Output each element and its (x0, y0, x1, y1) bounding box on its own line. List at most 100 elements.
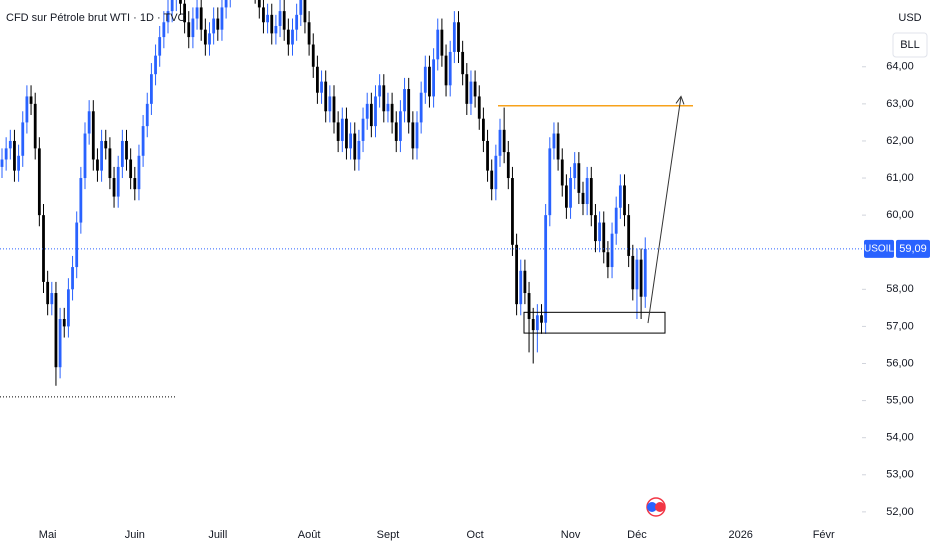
candle-body (108, 148, 112, 179)
candle-body (4, 148, 8, 160)
candle-body (33, 103, 37, 149)
y-tick-label: 53,00 (886, 469, 914, 481)
candle-body (569, 178, 572, 208)
symbol-tag (864, 239, 894, 258)
y-tick-label: 54,00 (886, 432, 914, 444)
candle-body (91, 111, 95, 160)
x-tick-label: Nov (561, 529, 581, 541)
target-arrowhead (675, 95, 685, 105)
candle-body (515, 244, 518, 305)
candle-body (577, 163, 581, 193)
candle-body (324, 81, 328, 112)
candle-body (486, 140, 489, 171)
candle-body (506, 152, 510, 179)
candle-body (565, 185, 568, 208)
candle-body (444, 55, 448, 86)
chart-title: CFD sur Pétrole brut WTI · 1D · TVC (6, 12, 186, 24)
candle-body (394, 122, 398, 141)
candle-body (556, 133, 560, 160)
candle-body (67, 289, 70, 327)
candle-body (407, 89, 411, 123)
candle-body (257, 0, 261, 8)
candle-body (145, 103, 149, 127)
candle-body (361, 118, 365, 141)
candle-body (25, 96, 29, 123)
currency[interactable]: USD (898, 12, 921, 24)
candle-body (8, 140, 12, 149)
candle-body (311, 44, 315, 67)
candle-body (179, 0, 182, 4)
candle-body (585, 178, 589, 205)
candle-body (266, 14, 269, 23)
candle-body (519, 270, 523, 305)
candle-body (457, 22, 460, 52)
candle-body (623, 185, 626, 216)
candle-body (399, 111, 402, 141)
candle-body (411, 122, 415, 149)
plot-area (0, 0, 693, 398)
candle-body (316, 66, 319, 93)
candle-body (141, 126, 145, 156)
candle-body (423, 66, 427, 93)
candle-body (13, 140, 16, 171)
candle-body (278, 11, 282, 26)
target-arrow (647, 96, 682, 324)
x-tick-label: Juin (125, 529, 145, 541)
candle-body (448, 51, 452, 86)
x-tick-label: Févr (813, 529, 835, 541)
unit[interactable]: BLL (900, 39, 920, 51)
x-tick-label: Août (298, 529, 321, 541)
candle-body (50, 293, 54, 305)
candle-body (158, 37, 162, 56)
candle-body (482, 118, 485, 141)
candle-body (436, 29, 440, 60)
candle-body (535, 315, 539, 331)
candle-body (37, 148, 41, 216)
candle-body (465, 74, 469, 104)
candle-body (62, 318, 66, 327)
candle-body (170, 0, 174, 12)
candle-body (490, 170, 494, 190)
candle-body (21, 122, 25, 156)
support-zone (523, 311, 666, 334)
candle-body (282, 11, 286, 30)
candle-body (374, 96, 377, 127)
candle-body (602, 222, 606, 253)
x-tick-label: Oct (467, 529, 484, 541)
candle-body (440, 29, 444, 56)
candle-body (125, 140, 128, 160)
candle-body (332, 96, 336, 123)
events-icon[interactable] (646, 497, 666, 517)
candle-body (353, 133, 357, 160)
candle-body (133, 178, 137, 190)
candle-body (129, 159, 133, 179)
y-tick-label: 62,00 (886, 135, 914, 147)
candle-body (307, 22, 311, 45)
candle-body (191, 18, 195, 38)
candle-body (270, 14, 274, 34)
x-tick-label: 2026 (728, 529, 752, 541)
candle-body (291, 29, 294, 45)
candle-body (419, 92, 423, 123)
candle-body (0, 159, 4, 167)
y-tick-label: 63,00 (886, 98, 914, 110)
y-tick-label: 61,00 (886, 172, 914, 184)
candle-body (589, 178, 593, 216)
candle-body (511, 178, 514, 245)
candle-body (340, 118, 344, 141)
candle-body (83, 133, 87, 179)
candle-body (560, 159, 564, 186)
y-tick-label: 58,00 (886, 283, 914, 295)
y-tick-label: 60,00 (886, 209, 914, 221)
candle-body (195, 7, 199, 19)
candle-body (203, 29, 207, 45)
candle-body (428, 66, 431, 97)
candle-body (162, 22, 166, 38)
candle-body (365, 103, 369, 119)
candle-body (199, 7, 203, 30)
candle-body (104, 140, 108, 149)
candle-body (523, 270, 527, 294)
unit-box[interactable] (892, 32, 928, 58)
candle-body (295, 14, 299, 30)
